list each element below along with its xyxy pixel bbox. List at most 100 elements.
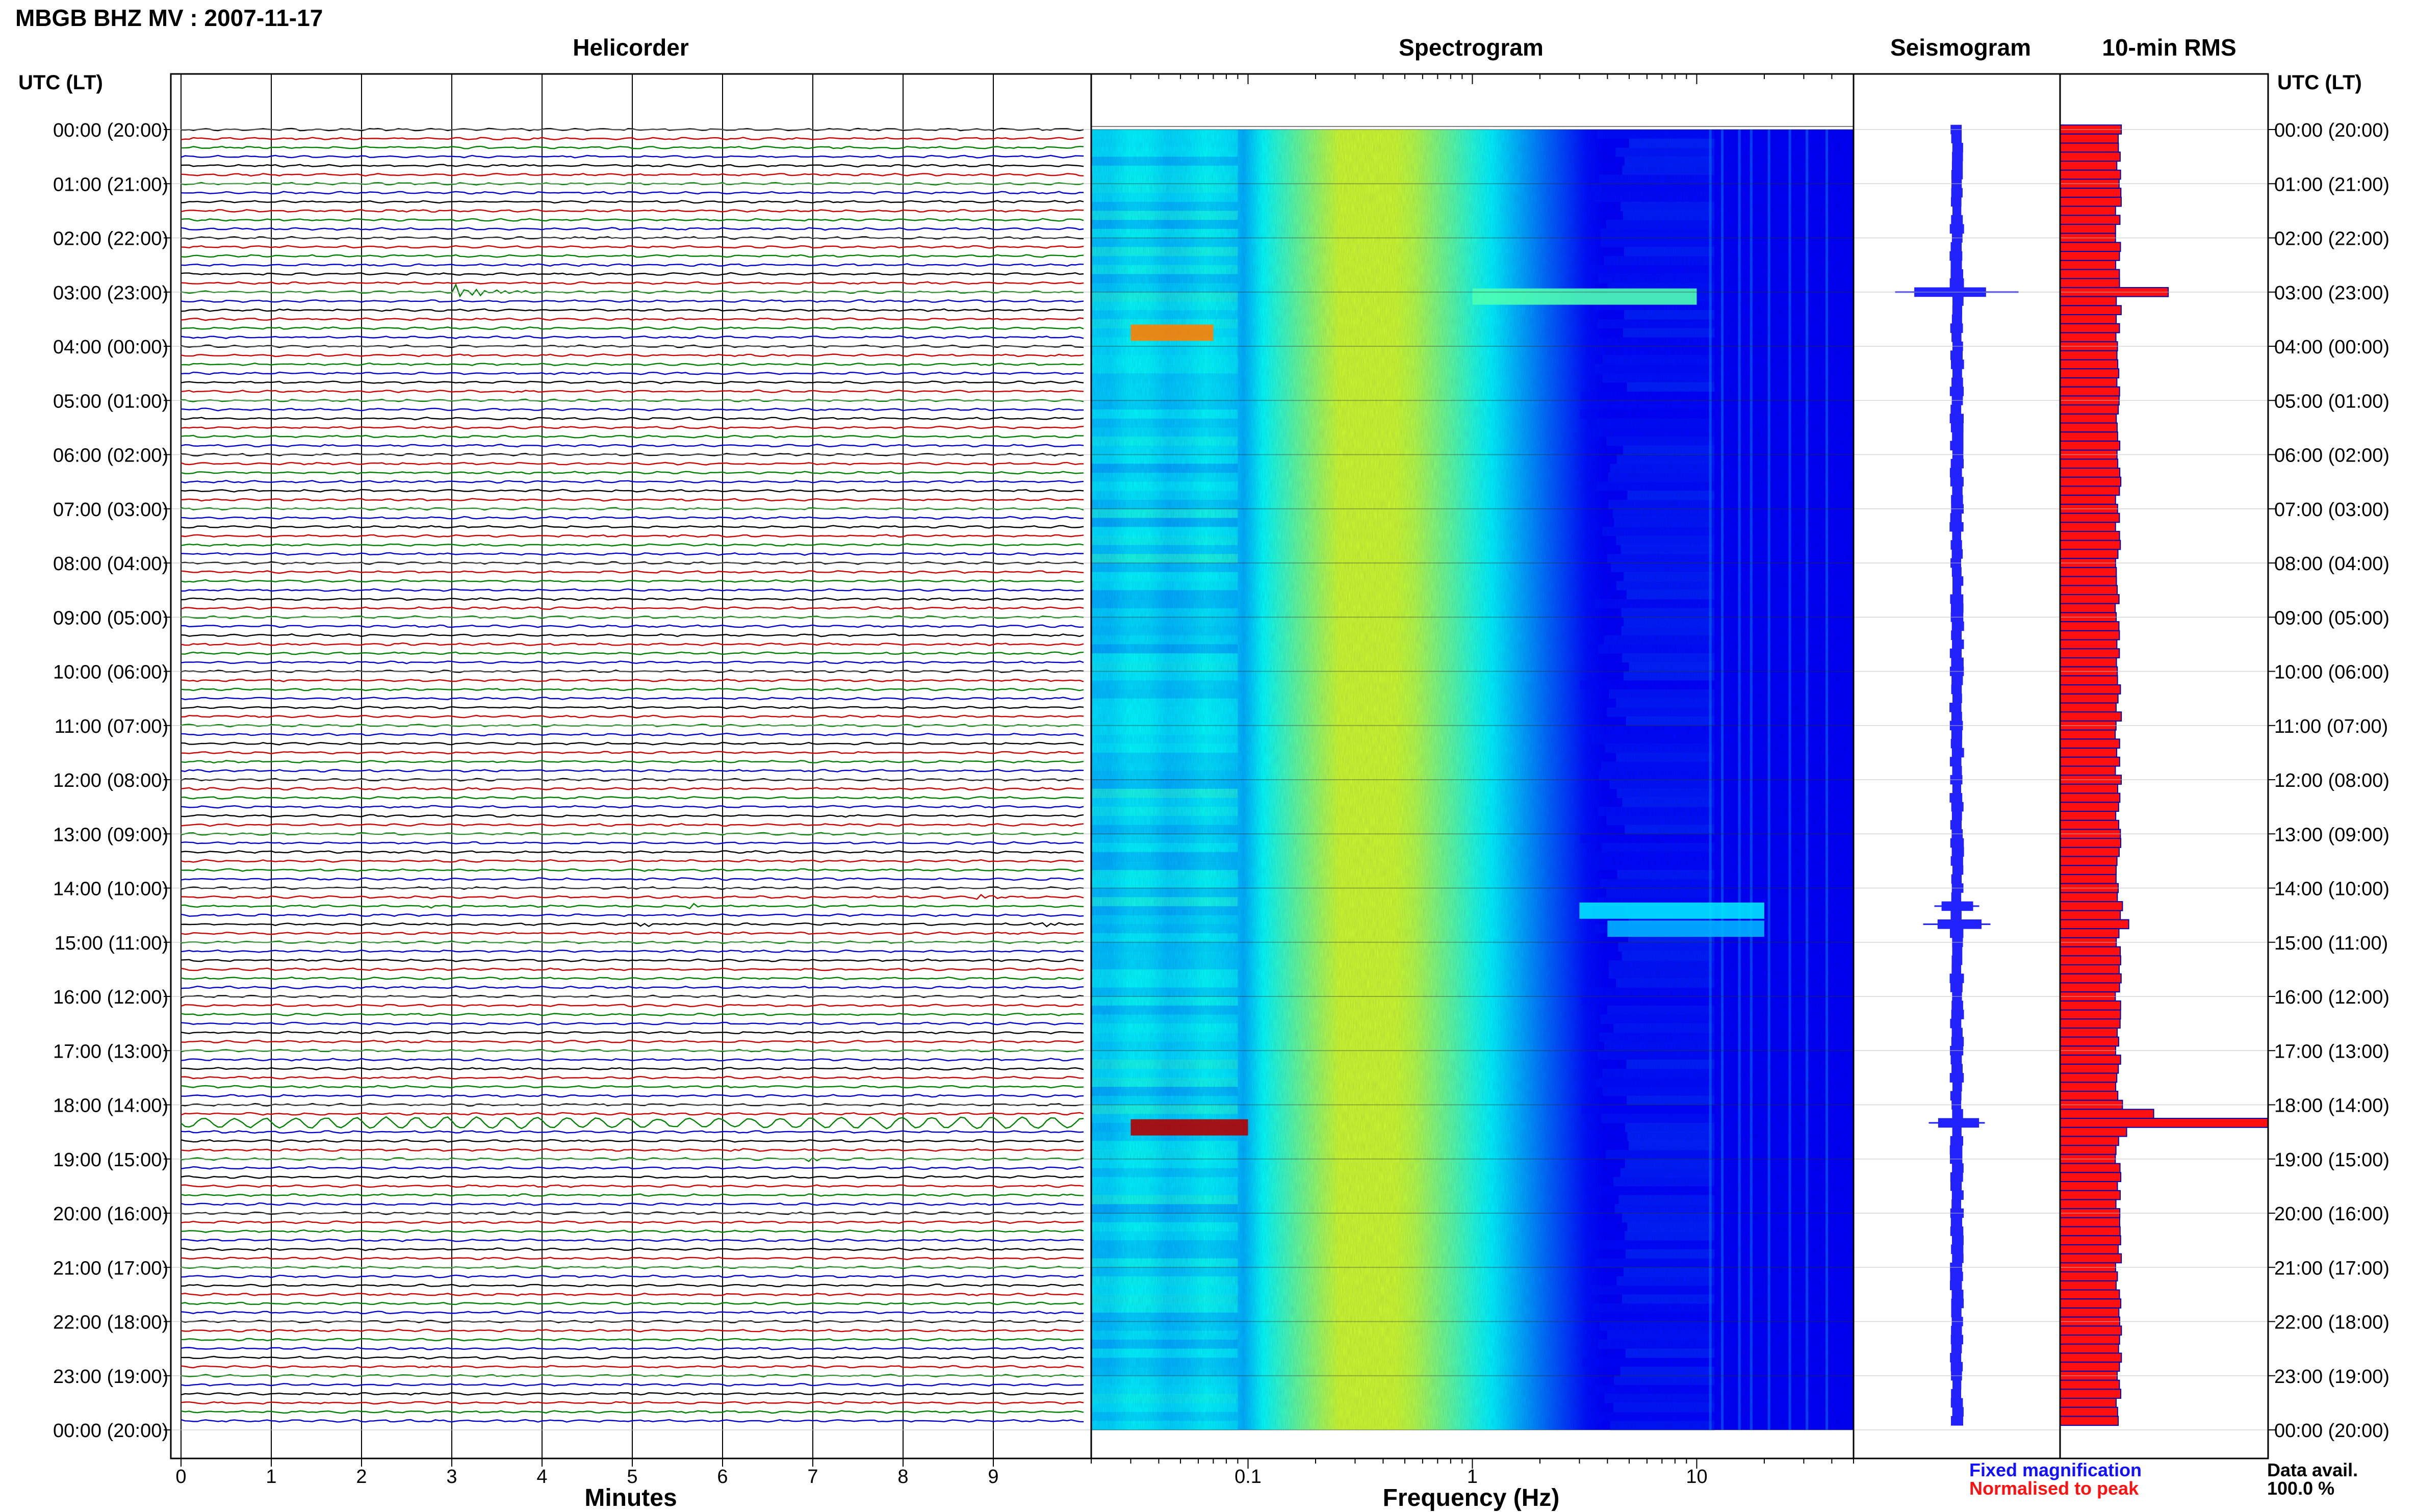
helicorder-trace-row xyxy=(181,1075,1084,1080)
helicorder-trace-row xyxy=(181,1247,1084,1251)
helicorder-trace-row xyxy=(181,525,1084,529)
rms-bar xyxy=(2060,160,2118,171)
spectrogram-burst xyxy=(1130,1119,1248,1136)
spectrogram-x-tick-label: 1 xyxy=(1467,1466,1478,1488)
hour-label-right: 02:00 (22:00) xyxy=(2274,228,2389,250)
helicorder-trace-row xyxy=(181,1004,1084,1008)
helicorder-trace-row xyxy=(181,434,1084,439)
rms-bar xyxy=(2060,1090,2119,1101)
hour-label-right: 13:00 (09:00) xyxy=(2274,824,2389,845)
helicorder-trace-row xyxy=(181,1274,1084,1278)
rms-bar xyxy=(2060,314,2117,324)
rms-bar xyxy=(2060,901,2123,911)
helicorder-trace-row xyxy=(181,137,1084,141)
rms-bar xyxy=(2060,1325,2122,1336)
helicorder-trace-row xyxy=(181,1328,1084,1332)
helicorder-trace-row xyxy=(181,1347,1084,1351)
rms-bar xyxy=(2060,874,2117,884)
hour-label-left: 20:00 (16:00) xyxy=(53,1203,168,1225)
helicorder-trace-row xyxy=(181,597,1084,601)
helicorder-trace-row xyxy=(181,796,1084,800)
rms-bar xyxy=(2060,1280,2117,1291)
hour-label-left: 18:00 (14:00) xyxy=(53,1095,168,1117)
helicorder-trace-row xyxy=(181,687,1084,691)
rms-bar xyxy=(2060,242,2121,252)
helicorder-trace-row xyxy=(181,1374,1084,1378)
rms-bar xyxy=(2060,1063,2119,1074)
helicorder-trace-row xyxy=(181,922,1084,928)
helicorder-trace-row xyxy=(181,1148,1084,1152)
rms-bar xyxy=(2060,630,2120,640)
hour-label-right: 10:00 (06:00) xyxy=(2274,662,2389,683)
helicorder-x-tick-label: 2 xyxy=(356,1466,367,1488)
rms-bar xyxy=(2060,305,2122,316)
rms-bar xyxy=(2060,485,2120,496)
helicorder-trace-row xyxy=(181,1311,1084,1315)
rms-bar xyxy=(2060,576,2117,586)
helicorder-trace-row xyxy=(181,489,1084,493)
rms-bar xyxy=(2060,142,2119,153)
rms-bar xyxy=(2060,531,2120,541)
helicorder-trace-row xyxy=(181,903,1084,910)
rms-bar xyxy=(2060,955,2121,966)
helicorder-trace-row xyxy=(181,1039,1084,1044)
helicorder-trace-row xyxy=(181,272,1084,276)
rms-bar xyxy=(2060,1055,2121,1065)
helicorder-trace-row xyxy=(181,1256,1084,1261)
rms-bar xyxy=(2060,223,2116,234)
rms-bar xyxy=(2060,693,2119,704)
helicorder-trace-row xyxy=(181,1202,1084,1206)
rms-bar xyxy=(2060,1398,2117,1408)
helicorder-trace-row xyxy=(181,877,1084,881)
rms-bar xyxy=(2060,332,2117,343)
helicorder-trace-row xyxy=(181,317,1084,321)
helicorder-trace-row xyxy=(181,1410,1084,1414)
helicorder-trace-row xyxy=(181,1319,1084,1324)
rms-bar xyxy=(2060,1244,2119,1254)
rms-bar xyxy=(2060,1136,2119,1146)
rms-bar xyxy=(2060,1217,2120,1227)
hour-label-right: 00:00 (20:00) xyxy=(2274,1420,2389,1442)
rms-bar xyxy=(2060,1109,2154,1119)
helicorder-trace-row xyxy=(181,1112,1084,1116)
rms-bar xyxy=(2060,1199,2117,1210)
rms-bar xyxy=(2060,422,2118,433)
rms-bar xyxy=(2060,468,2121,478)
rms-bar xyxy=(2060,350,2118,361)
helicorder-trace-row xyxy=(181,976,1084,981)
spectrogram-x-tick-label: 0.1 xyxy=(1235,1466,1262,1488)
rms-bar xyxy=(2060,296,2117,306)
rms-bar xyxy=(2060,567,2117,577)
rms-bar xyxy=(2060,133,2119,144)
rms-title: 10-min RMS xyxy=(2102,34,2236,61)
helicorder-trace-row xyxy=(181,471,1084,475)
hour-label-left: 01:00 (21:00) xyxy=(53,174,168,195)
rms-bar xyxy=(2060,675,2118,686)
rms-bar xyxy=(2060,196,2122,207)
hour-label-left: 10:00 (06:00) xyxy=(53,662,168,683)
hour-label-right: 14:00 (10:00) xyxy=(2274,879,2389,900)
rms-bar xyxy=(2060,377,2118,388)
helicorder-trace-row xyxy=(181,1284,1084,1288)
helicorder-trace-row xyxy=(181,1094,1084,1098)
helicorder-trace-row xyxy=(181,1130,1084,1134)
rms-bar xyxy=(2060,892,2118,903)
helicorder-trace-row xyxy=(181,1301,1084,1305)
helicorder-trace-row xyxy=(181,281,1084,285)
helicorder-trace-row xyxy=(181,155,1084,159)
spectrogram-image xyxy=(1091,129,1854,1430)
rms-bar xyxy=(2060,657,2117,668)
helicorder-trace-row xyxy=(181,1116,1084,1130)
hour-label-right: 04:00 (00:00) xyxy=(2274,337,2389,358)
rms-bar xyxy=(2060,151,2121,162)
hour-label-right: 20:00 (16:00) xyxy=(2274,1203,2389,1225)
timezone-label-right: UTC (LT) xyxy=(2277,71,2362,94)
helicorder-trace-row xyxy=(181,1067,1084,1071)
helicorder-trace-row xyxy=(181,191,1084,195)
helicorder-trace-row xyxy=(181,1012,1084,1016)
helicorder-trace-row xyxy=(181,308,1084,312)
hour-label-left: 17:00 (13:00) xyxy=(53,1041,168,1062)
spectrogram-xlabel: Frequency (Hz) xyxy=(1382,1484,1560,1511)
helicorder-trace-row xyxy=(181,913,1084,917)
helicorder-trace-row xyxy=(181,1238,1084,1242)
